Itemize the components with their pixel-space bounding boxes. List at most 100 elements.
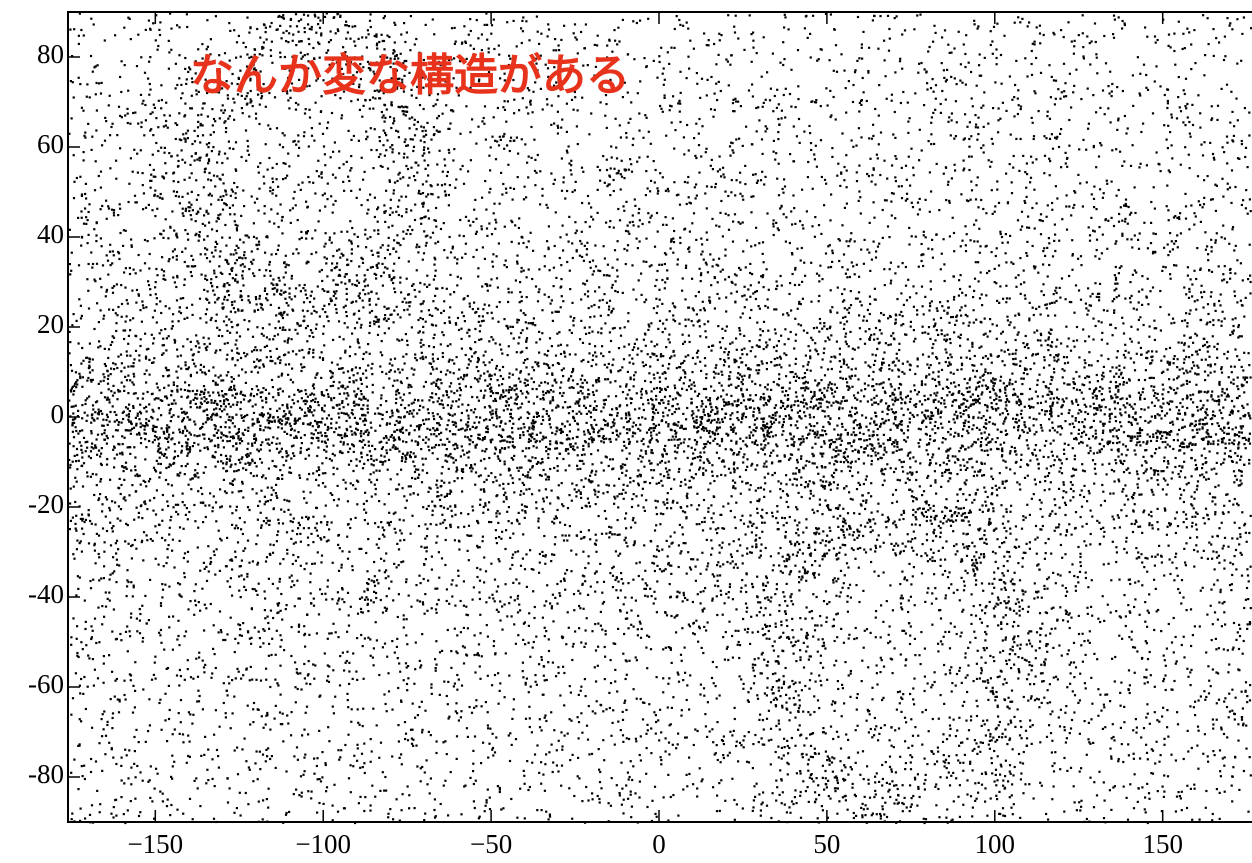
dot	[854, 69, 856, 71]
dot	[967, 432, 969, 434]
dot	[407, 184, 409, 186]
dot	[140, 338, 142, 340]
dot	[560, 344, 562, 346]
dot	[1144, 796, 1146, 798]
dot	[937, 411, 939, 413]
dot	[511, 718, 513, 720]
dot	[263, 727, 265, 729]
dot	[148, 420, 150, 422]
dot	[476, 576, 478, 578]
dot	[547, 382, 549, 384]
dot	[1227, 183, 1229, 185]
dot	[460, 277, 462, 279]
dot	[129, 267, 131, 269]
dot	[225, 712, 227, 714]
dot	[392, 282, 394, 284]
dot	[742, 312, 744, 314]
dot	[123, 479, 125, 481]
dot	[724, 255, 726, 257]
dot	[339, 655, 341, 657]
dot	[279, 646, 281, 648]
dot	[976, 474, 978, 476]
dot	[321, 462, 323, 464]
dot	[211, 228, 213, 230]
dot	[293, 543, 295, 545]
dot	[1173, 617, 1175, 619]
dot	[782, 41, 784, 43]
dot	[1195, 544, 1197, 546]
dot	[768, 638, 770, 640]
dot	[977, 133, 979, 135]
dot	[424, 613, 426, 615]
dot	[83, 135, 85, 137]
dot	[90, 251, 92, 253]
dot	[763, 614, 765, 616]
dot	[812, 509, 814, 511]
dot	[1229, 278, 1231, 280]
dot	[717, 410, 719, 412]
dot	[714, 186, 716, 188]
dot	[1160, 360, 1162, 362]
dot	[803, 405, 805, 407]
dot	[145, 369, 147, 371]
dot	[394, 358, 396, 360]
dot	[1007, 723, 1009, 725]
dot	[746, 458, 748, 460]
dot	[182, 212, 184, 214]
dot	[970, 199, 972, 201]
dot	[810, 370, 812, 372]
dot	[1193, 784, 1195, 786]
dot	[624, 464, 626, 466]
dot	[518, 604, 520, 606]
dot	[121, 422, 123, 424]
dot	[1196, 432, 1198, 434]
dot	[305, 393, 307, 395]
dot	[203, 214, 205, 216]
dot	[498, 558, 500, 560]
dot	[1249, 699, 1251, 701]
dot	[231, 679, 233, 681]
dot	[364, 233, 366, 235]
dot	[1214, 371, 1216, 373]
dot	[321, 555, 323, 557]
dot	[778, 564, 780, 566]
dot	[931, 560, 933, 562]
dot	[1014, 447, 1016, 449]
dot	[1195, 215, 1197, 217]
dot	[710, 504, 712, 506]
dot	[838, 260, 840, 262]
dot	[451, 359, 453, 361]
dot	[1070, 432, 1072, 434]
dot	[1123, 404, 1125, 406]
dot	[1115, 266, 1117, 268]
dot	[305, 683, 307, 685]
dot	[829, 530, 831, 532]
dot	[234, 651, 236, 653]
dot	[299, 598, 301, 600]
dot	[662, 355, 664, 357]
dot	[285, 264, 287, 266]
dot	[807, 382, 809, 384]
dot	[1018, 331, 1020, 333]
dot	[1220, 589, 1222, 591]
dot	[590, 112, 592, 114]
dot	[761, 509, 763, 511]
dot	[128, 749, 130, 751]
dot	[526, 678, 528, 680]
dot	[363, 810, 365, 812]
dot	[636, 441, 638, 443]
dot	[958, 295, 960, 297]
dot	[377, 233, 379, 235]
dot	[164, 719, 166, 721]
dot	[351, 333, 353, 335]
dot	[176, 259, 178, 261]
dot	[977, 117, 979, 119]
dot	[947, 357, 949, 359]
dot	[659, 403, 661, 405]
dot	[1140, 408, 1142, 410]
dot	[447, 681, 449, 683]
dot	[399, 757, 401, 759]
dot	[934, 479, 936, 481]
dot	[457, 406, 459, 408]
dot	[1073, 382, 1075, 384]
